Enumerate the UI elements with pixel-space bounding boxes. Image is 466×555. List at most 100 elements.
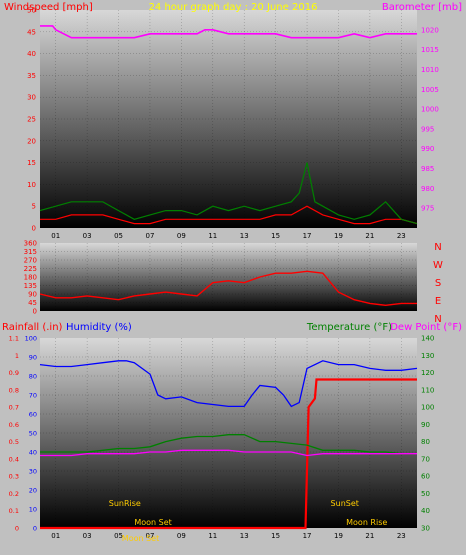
- hour-tick: 19: [334, 532, 343, 540]
- rainfall-tick: 0.9: [9, 369, 19, 377]
- compass-label: S: [435, 278, 441, 289]
- temperature-line: [40, 434, 417, 455]
- barometer-axis-title: Barometer [mb]: [382, 2, 462, 13]
- hour-tick: 09: [177, 532, 186, 540]
- chart-title: 24 hour graph day : 20 June 2016: [149, 2, 318, 13]
- hour-tick: 15: [271, 532, 280, 540]
- hour-tick: 07: [145, 532, 154, 540]
- direction-tick: 315: [24, 248, 37, 256]
- hour-tick: 13: [240, 532, 249, 540]
- temperature-tick: 70: [421, 455, 430, 463]
- direction-tick: 180: [24, 274, 37, 282]
- windspeed-tick: 45: [27, 28, 36, 36]
- humidity-axis-title: Humidity (%): [66, 322, 132, 333]
- rainfall-tick: 0.7: [9, 404, 19, 412]
- barometer-tick: 1020: [421, 26, 439, 34]
- humidity-tick: 50: [29, 430, 37, 438]
- humidity-tick: 80: [29, 373, 37, 381]
- barometer-tick: 985: [421, 165, 434, 173]
- hour-tick: 09: [177, 232, 186, 240]
- gust-line: [39, 162, 418, 225]
- hour-tick: 19: [334, 232, 343, 240]
- windspeed-tick: 35: [27, 72, 36, 80]
- temperature-tick: 100: [421, 404, 434, 412]
- barometer-tick: 980: [421, 185, 434, 193]
- barometer-tick-labels: 975 980 985 990 995 1000 1005 1010 1015 1020: [421, 26, 439, 212]
- dewpoint-axis-title: Dew Point (°F): [390, 322, 462, 333]
- humidity-tick: 70: [29, 392, 37, 400]
- temperature-axis-title: Temperature (°F): [306, 322, 392, 333]
- compass-label: N: [434, 314, 441, 325]
- wind-x-tick-labels: 01 03 05 07 09 11 13 15 17 19 21 23: [51, 232, 406, 240]
- hour-tick: 21: [365, 532, 374, 540]
- compass-label: N: [434, 242, 441, 253]
- windspeed-tick: 40: [27, 50, 36, 58]
- direction-tick: 45: [28, 299, 37, 307]
- temperature-tick: 90: [421, 421, 430, 429]
- humidity-tick: 10: [29, 506, 37, 514]
- hour-tick: 21: [365, 232, 374, 240]
- windspeed-tick: 50: [27, 7, 36, 15]
- rainfall-tick: 0: [15, 525, 19, 533]
- direction-series: [39, 270, 417, 307]
- windspeed-line: [40, 205, 418, 225]
- rainfall-tick: 0.2: [9, 490, 19, 498]
- windspeed-tick: 20: [27, 137, 36, 145]
- hour-tick: 11: [208, 232, 217, 240]
- barometer-tick: 1005: [421, 86, 439, 94]
- barometer-tick: 1000: [421, 106, 439, 114]
- direction-tick: 225: [24, 265, 37, 273]
- rainfall-tick: 0.4: [9, 455, 19, 463]
- temperature-tick: 50: [421, 490, 430, 498]
- temperature-tick: 110: [421, 386, 434, 394]
- humidity-tick: 20: [29, 487, 37, 495]
- climate-series: [39, 360, 418, 530]
- windspeed-tick: 30: [27, 94, 36, 102]
- humidity-line: [39, 360, 418, 408]
- hour-tick: 05: [114, 232, 123, 240]
- humidity-tick: 100: [25, 335, 37, 343]
- barometer-tick: 1015: [421, 46, 439, 54]
- humidity-tick: 60: [29, 411, 37, 419]
- rainfall-tick-labels: 0 0.1 0.2 0.3 0.4 0.5 0.6 0.7 0.8 0.9 1 1.1: [9, 335, 19, 533]
- temperature-tick: 60: [421, 473, 430, 481]
- direction-line: [39, 270, 417, 307]
- humidity-tick-labels: 0 10 20 30 40 50 60 70 80 90 100: [25, 335, 37, 533]
- hour-tick: 11: [208, 532, 217, 540]
- temperature-tick: 30: [421, 525, 430, 533]
- dewpoint-line: [40, 449, 417, 457]
- windspeed-tick: 15: [27, 159, 36, 167]
- hour-tick: 03: [83, 532, 92, 540]
- windspeed-tick: 0: [32, 225, 36, 233]
- hour-tick: 01: [51, 232, 60, 240]
- rainfall-tick: 0.1: [9, 507, 19, 515]
- barometer-tick: 1010: [421, 66, 439, 74]
- annotation-label: SunSet: [331, 499, 359, 508]
- hour-tick: 17: [303, 532, 312, 540]
- barometer-line: [40, 25, 417, 39]
- climate-x-tick-labels: 01 03 05 07 09 11 13 15 17 19 21 23: [51, 532, 406, 540]
- hour-tick: 07: [145, 232, 154, 240]
- rainfall-tick: 0.6: [9, 421, 19, 429]
- windspeed-tick: 5: [32, 203, 36, 211]
- temperature-tick-labels: 30 40 50 60 70 80 90 100 110 120 130 140: [421, 335, 434, 533]
- rainfall-tick: 0.3: [9, 473, 19, 481]
- direction-tick: 360: [24, 240, 37, 248]
- hour-tick: 05: [114, 532, 123, 540]
- windspeed-axis-title: Windspeed [mph]: [4, 2, 93, 13]
- barometer-tick: 975: [421, 205, 434, 213]
- barometer-tick: 990: [421, 145, 434, 153]
- windspeed-tick: 25: [27, 116, 36, 124]
- temperature-tick: 80: [421, 438, 430, 446]
- hour-tick: 17: [303, 232, 312, 240]
- windspeed-tick: 10: [27, 181, 36, 189]
- wind-plot-area: [40, 10, 417, 228]
- direction-tick: 270: [24, 257, 37, 265]
- hour-tick: 03: [83, 232, 92, 240]
- humidity-tick: 40: [29, 449, 37, 457]
- rainfall-tick: 0.8: [9, 386, 19, 394]
